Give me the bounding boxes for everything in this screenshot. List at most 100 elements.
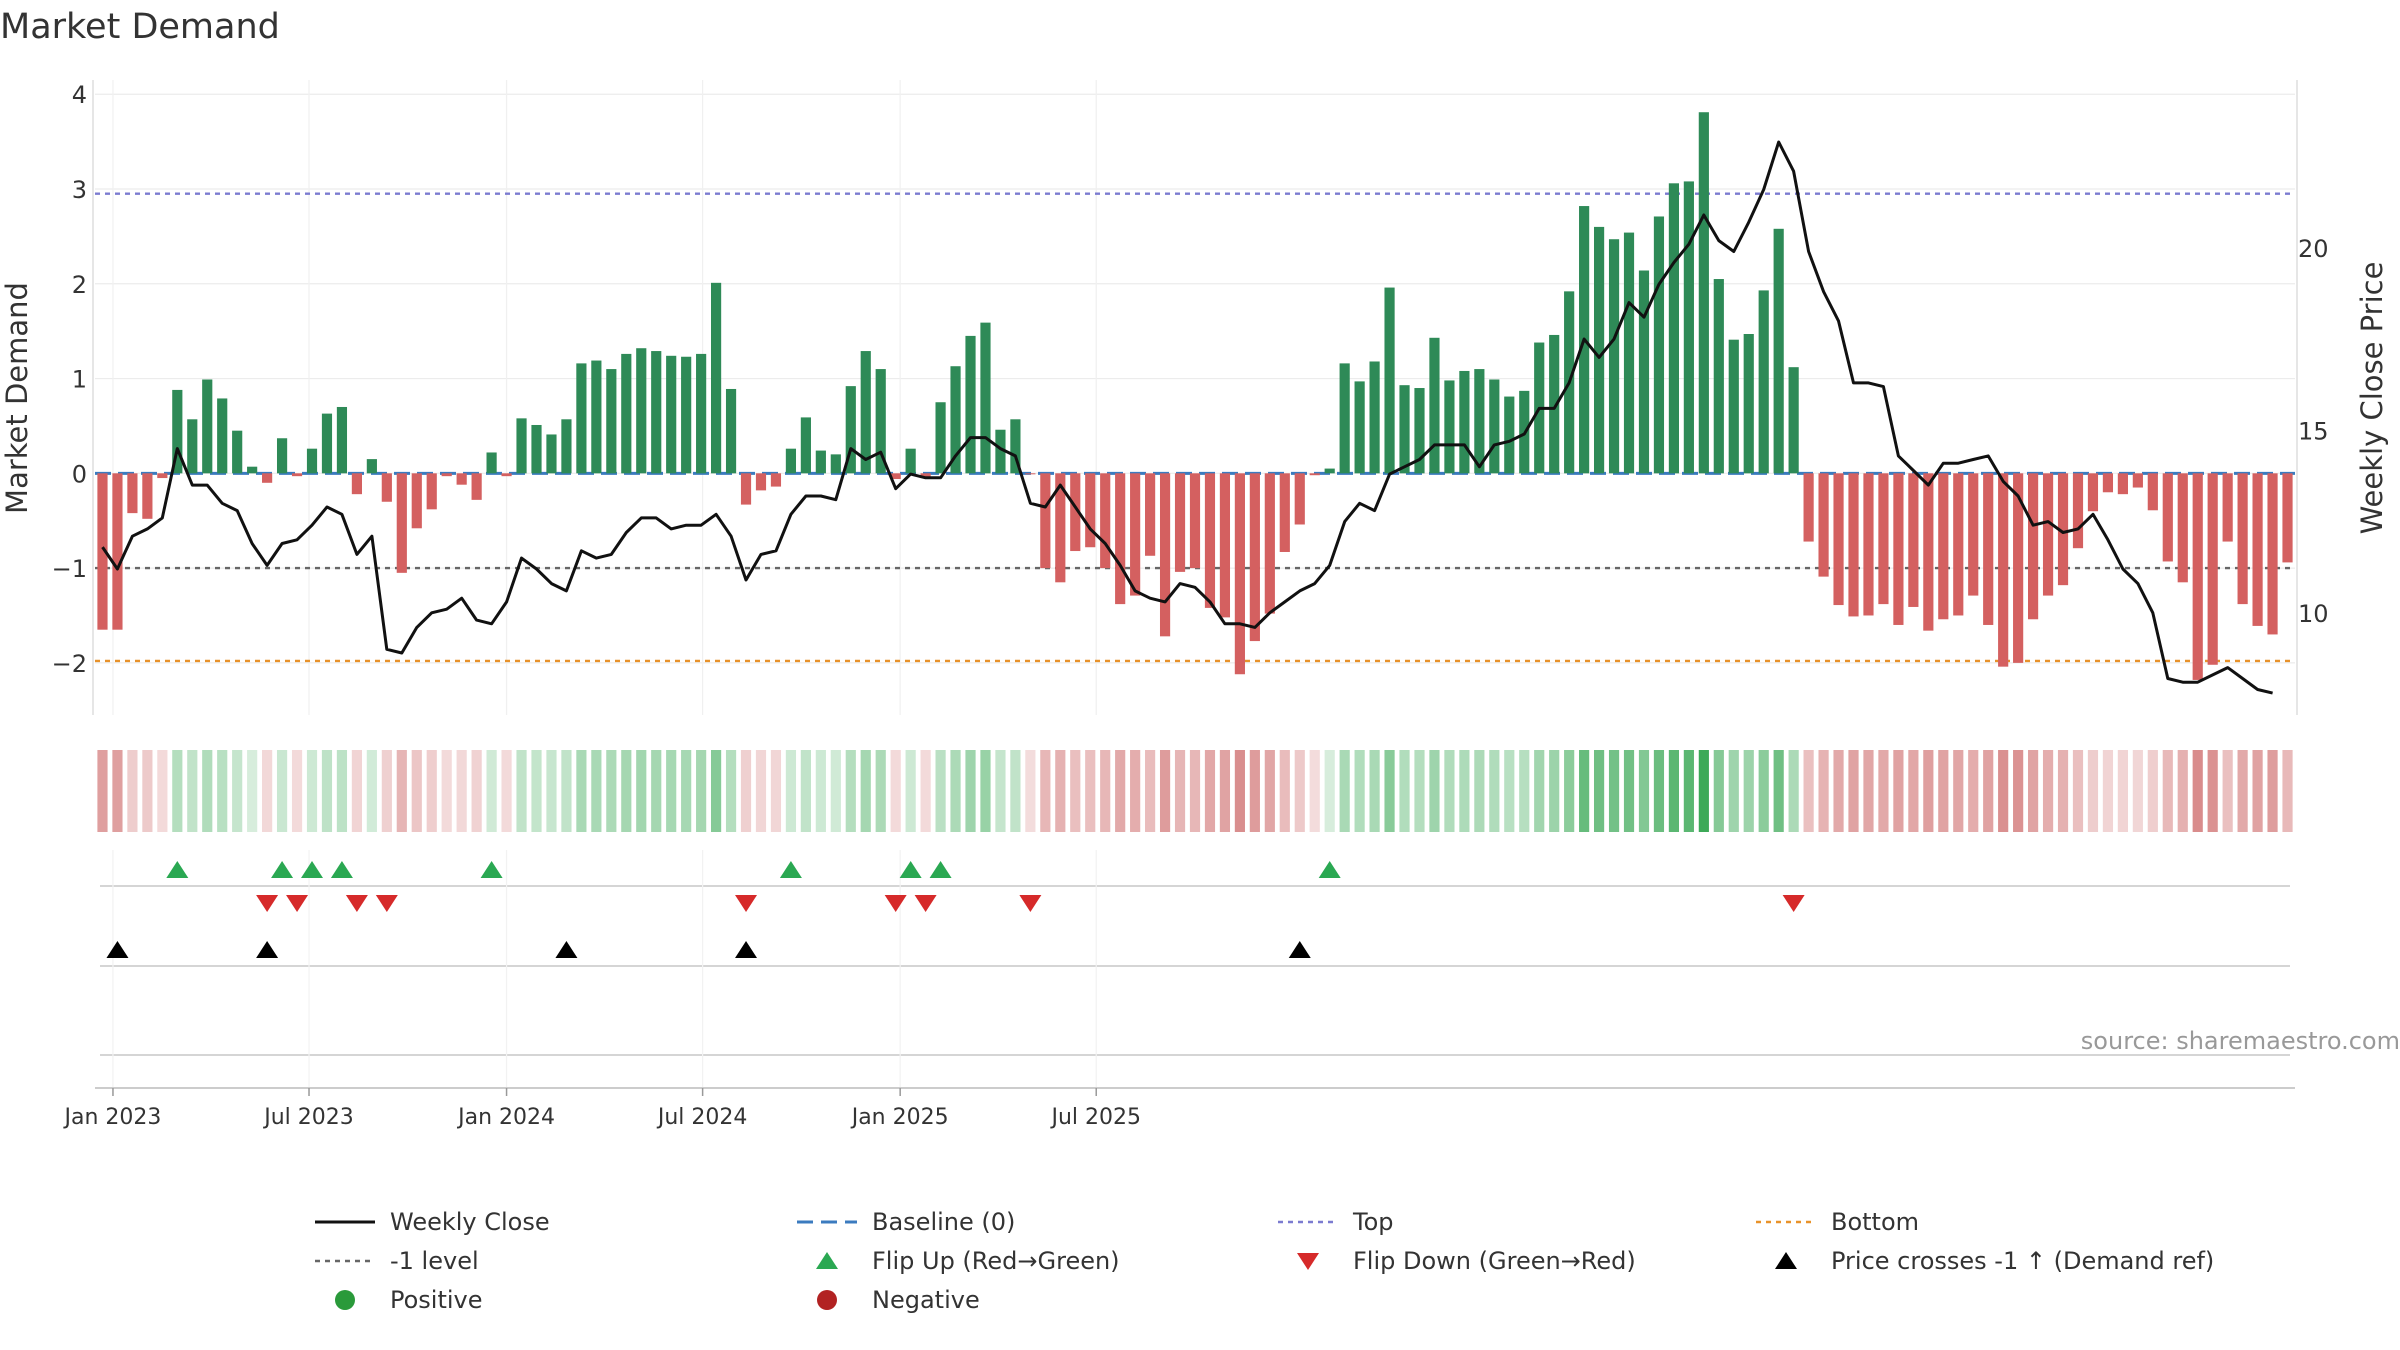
flip-up-marker bbox=[929, 861, 952, 878]
demand-bar bbox=[1279, 473, 1290, 552]
heat-cell bbox=[770, 750, 782, 832]
price-cross-marker bbox=[106, 941, 129, 958]
demand-bar bbox=[1998, 473, 2009, 667]
heat-cell bbox=[2207, 750, 2218, 832]
flip-down-marker bbox=[735, 895, 758, 912]
heat-cell bbox=[1249, 750, 1260, 832]
flip-up-marker bbox=[1318, 861, 1341, 878]
heat-cell bbox=[366, 750, 377, 832]
heat-cell bbox=[1459, 750, 1470, 832]
demand-bar bbox=[142, 473, 153, 519]
demand-bar bbox=[157, 473, 168, 479]
heat-cell bbox=[1324, 750, 1335, 832]
flip-up-marker bbox=[301, 861, 324, 878]
heat-cell bbox=[830, 750, 841, 832]
heat-cell bbox=[875, 750, 886, 832]
y-tick-label: 2 bbox=[72, 271, 87, 299]
heat-cell bbox=[172, 750, 183, 832]
demand-bar bbox=[920, 473, 931, 479]
demand-bar bbox=[1848, 473, 1859, 617]
demand-bar bbox=[1623, 232, 1635, 474]
heat-cell bbox=[666, 750, 677, 832]
heat-cell bbox=[1758, 750, 1769, 832]
heat-cell bbox=[1504, 750, 1515, 832]
heat-cell bbox=[561, 750, 572, 832]
heat-cell bbox=[1593, 750, 1605, 832]
heat-cell bbox=[456, 750, 467, 832]
heat-cell bbox=[1174, 750, 1186, 832]
heat-cell bbox=[800, 750, 811, 832]
y2-axis-label: Weekly Close Price bbox=[2355, 262, 2389, 535]
demand-bar bbox=[2222, 473, 2233, 542]
heat-cell bbox=[1698, 750, 1709, 832]
demand-bar bbox=[1698, 112, 1709, 474]
demand-bar bbox=[1429, 337, 1440, 474]
heat-cell bbox=[2057, 750, 2069, 832]
demand-bar bbox=[561, 419, 572, 474]
demand-bar bbox=[366, 459, 377, 474]
demand-bar bbox=[1444, 380, 1455, 474]
heat-cell bbox=[516, 750, 527, 832]
heat-cell bbox=[1938, 750, 1949, 832]
heat-cell bbox=[1668, 750, 1679, 832]
heat-cell bbox=[306, 750, 318, 832]
heat-cell bbox=[262, 750, 273, 832]
demand-bar bbox=[755, 473, 767, 491]
heat-cell bbox=[1863, 750, 1874, 832]
demand-bar bbox=[1264, 473, 1275, 614]
demand-bar bbox=[890, 473, 901, 480]
heat-cell bbox=[2042, 750, 2054, 832]
flip-down-marker bbox=[256, 895, 279, 912]
heat-cell bbox=[232, 750, 243, 832]
demand-bar bbox=[950, 366, 961, 474]
heat-cell bbox=[187, 750, 198, 832]
demand-bar bbox=[1025, 473, 1036, 475]
heat-cell bbox=[411, 750, 422, 832]
heat-cell bbox=[1608, 750, 1620, 832]
heat-cell bbox=[1923, 750, 1934, 832]
heat-cell bbox=[1145, 750, 1156, 832]
heat-cell bbox=[247, 750, 258, 832]
demand-bar bbox=[1189, 473, 1201, 569]
heat-cell bbox=[1683, 750, 1694, 832]
demand-bar bbox=[2102, 473, 2114, 493]
demand-bar bbox=[486, 452, 497, 474]
heat-cell bbox=[97, 750, 108, 832]
heat-cell bbox=[1399, 750, 1410, 832]
heat-cell bbox=[845, 750, 856, 832]
heat-cell bbox=[1204, 750, 1216, 832]
heat-cell bbox=[1489, 750, 1500, 832]
demand-bar bbox=[1638, 270, 1650, 474]
demand-bar bbox=[1668, 183, 1679, 474]
flip-down-marker bbox=[914, 895, 937, 912]
heat-cell bbox=[1743, 750, 1754, 832]
demand-bar bbox=[2177, 473, 2188, 583]
heat-cell bbox=[471, 750, 482, 832]
heat-cell bbox=[291, 750, 303, 832]
chart-title: Market Demand bbox=[0, 7, 280, 47]
demand-bar bbox=[2267, 473, 2278, 635]
demand-bar bbox=[1818, 473, 1829, 577]
demand-bar bbox=[1504, 396, 1515, 474]
demand-bar bbox=[1788, 367, 1799, 474]
heat-cell bbox=[1010, 750, 1021, 832]
heat-cell bbox=[486, 750, 497, 832]
heat-cell bbox=[785, 750, 797, 832]
heat-cell bbox=[396, 750, 407, 832]
demand-bar bbox=[516, 418, 527, 474]
demand-bar bbox=[1414, 388, 1425, 474]
heat-cell bbox=[2222, 750, 2233, 832]
heat-cell bbox=[1055, 750, 1066, 832]
demand-bar bbox=[381, 473, 392, 502]
demand-bar bbox=[2057, 473, 2069, 586]
heat-cell bbox=[2072, 750, 2084, 832]
price-cross-marker bbox=[1288, 941, 1311, 958]
heat-cell bbox=[1653, 750, 1665, 832]
flip-down-marker bbox=[1019, 895, 1042, 912]
y2-tick-label: 20 bbox=[2298, 235, 2329, 263]
demand-bar bbox=[1968, 473, 1979, 596]
heat-cell bbox=[1848, 750, 1859, 832]
y-tick-label: 4 bbox=[72, 81, 87, 109]
heat-cell bbox=[2013, 750, 2024, 832]
heat-cell bbox=[2102, 750, 2114, 832]
